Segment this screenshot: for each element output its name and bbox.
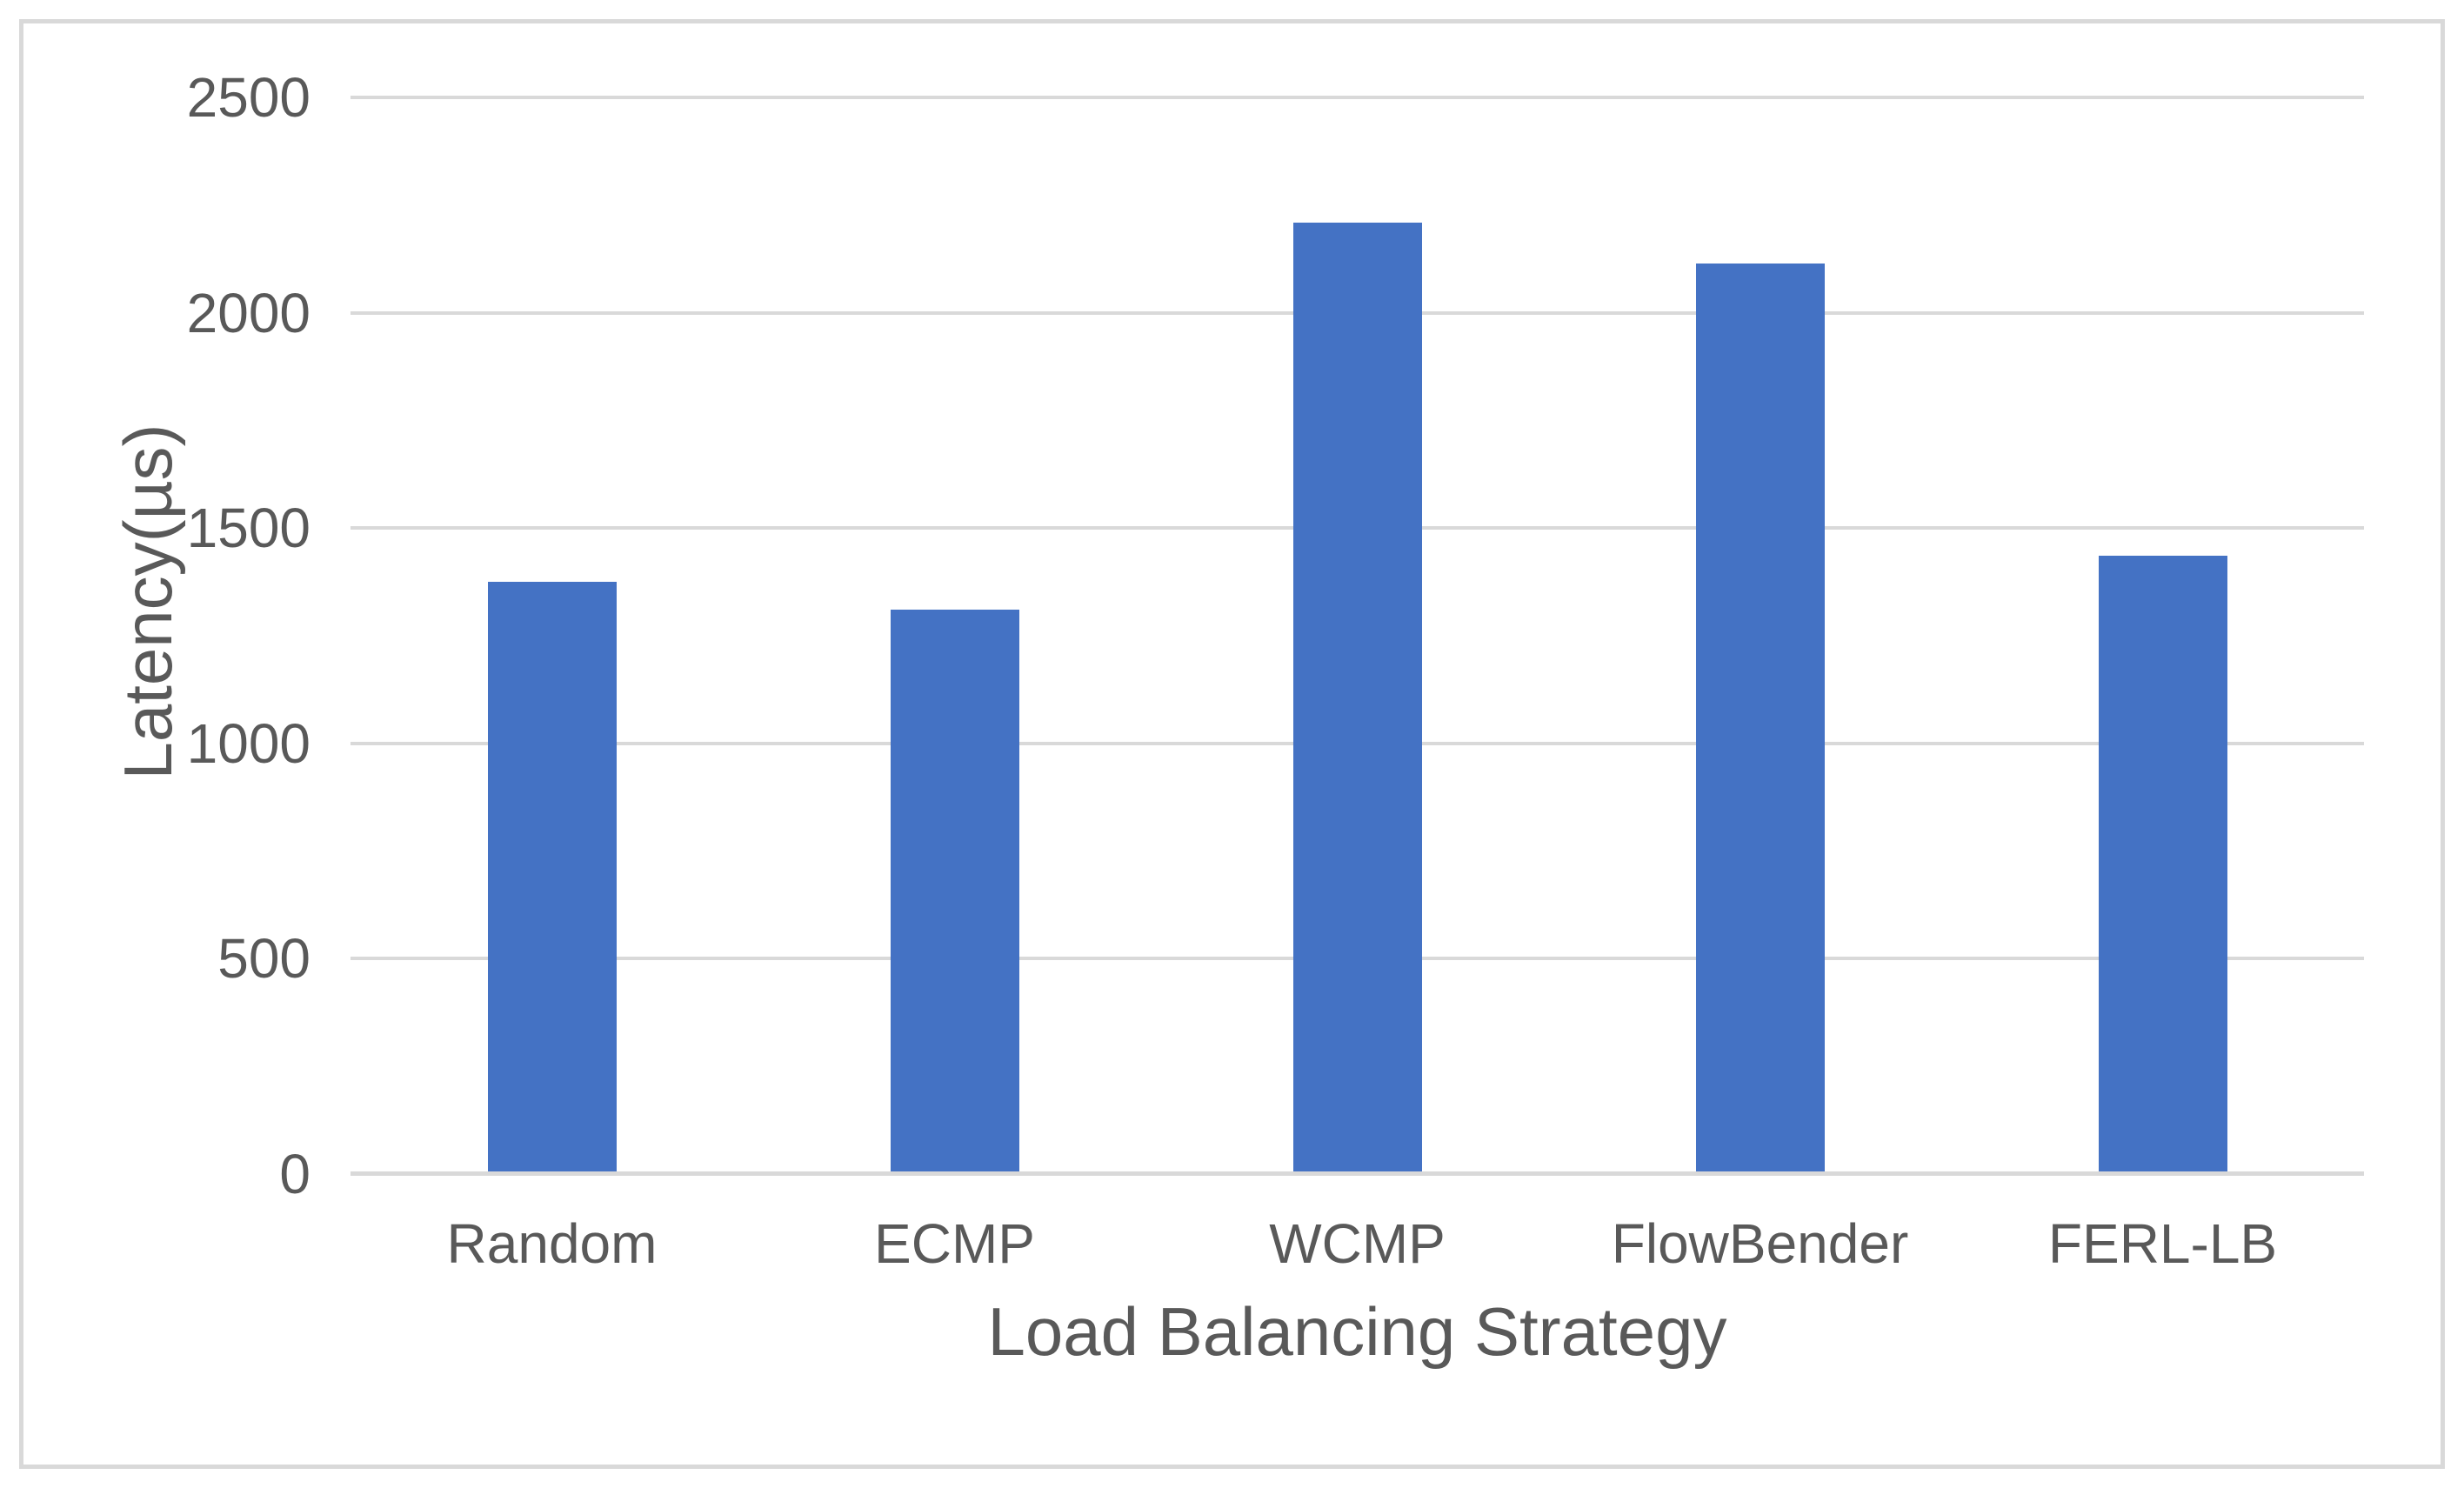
bar-flowbender bbox=[1695, 263, 1825, 1174]
y-tick-label-1000: 1000 bbox=[186, 711, 311, 775]
y-tick-label-2000: 2000 bbox=[186, 281, 311, 344]
bar-wcmp bbox=[1292, 222, 1422, 1174]
bar-ferl-lb bbox=[2098, 556, 2227, 1174]
x-category-label-ecmp: ECMP bbox=[874, 1212, 1035, 1275]
x-category-label-flowbender: FlowBender bbox=[1611, 1212, 1909, 1275]
y-tick-label-500: 500 bbox=[217, 927, 311, 991]
x-axis-line bbox=[351, 1171, 2364, 1176]
x-category-label-ferl-lb: FERL-LB bbox=[2047, 1212, 2278, 1275]
y-tick-label-2500: 2500 bbox=[186, 66, 311, 129]
x-category-label-random: Random bbox=[446, 1212, 658, 1275]
chart-frame bbox=[19, 19, 2445, 1469]
x-axis-title: Load Balancing Strategy bbox=[987, 1293, 1727, 1370]
bar-random bbox=[487, 582, 617, 1174]
gridline-2500 bbox=[351, 96, 2364, 99]
x-category-label-wcmp: WCMP bbox=[1269, 1212, 1446, 1275]
y-tick-label-0: 0 bbox=[279, 1143, 311, 1205]
y-tick-label-1500: 1500 bbox=[186, 497, 311, 560]
bar-ecmp bbox=[890, 610, 1019, 1174]
plot-area bbox=[351, 96, 2364, 1176]
